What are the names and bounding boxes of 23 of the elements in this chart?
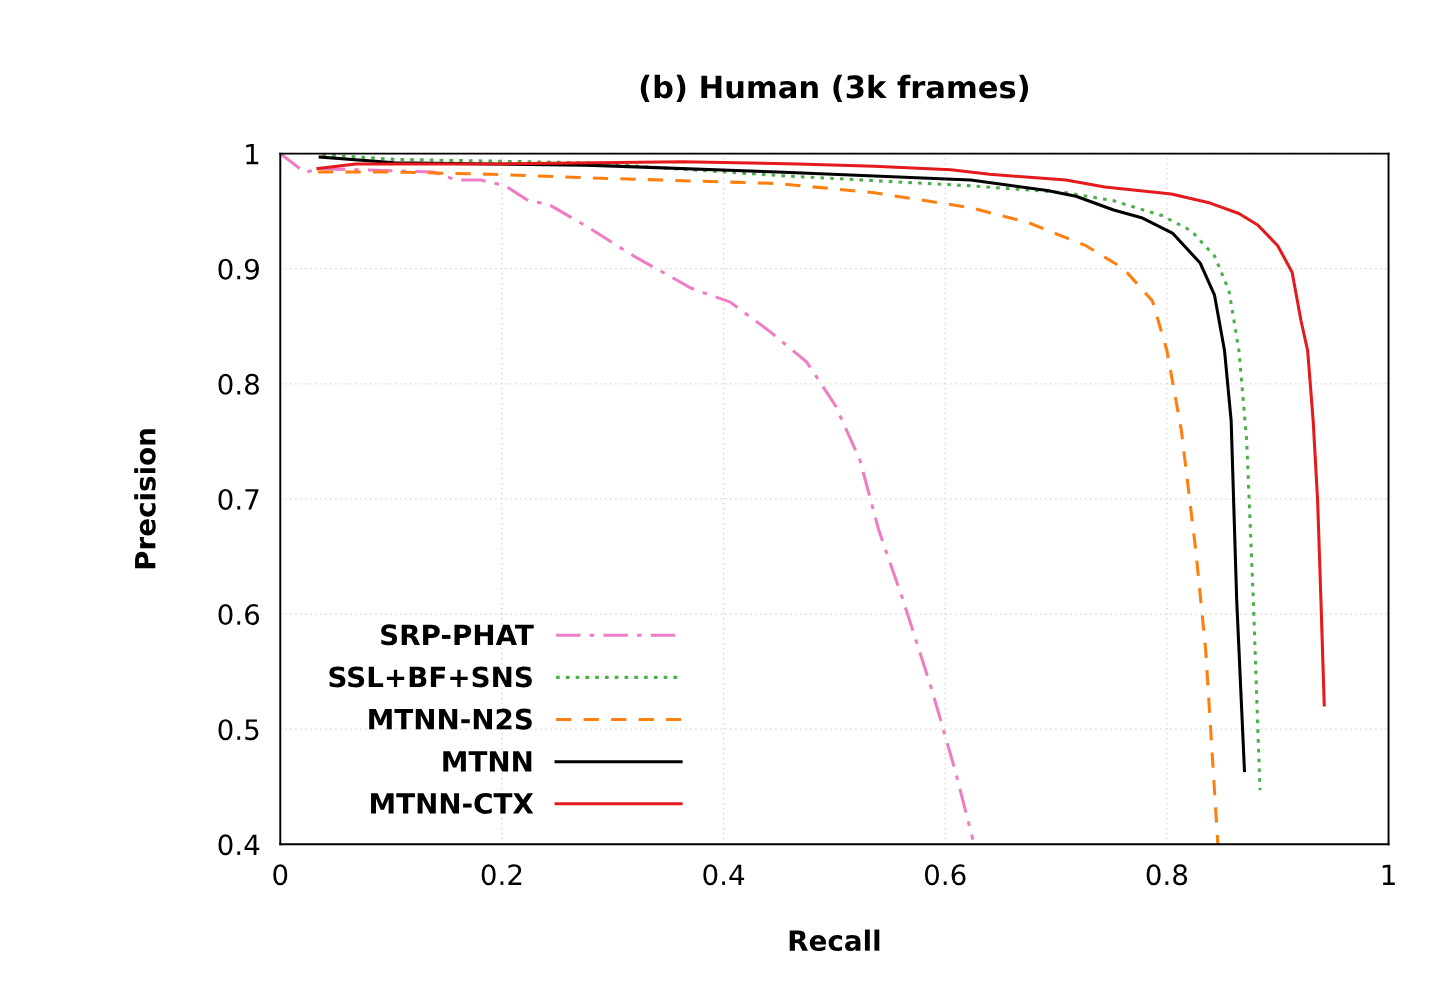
x-tick-label: 0.2 xyxy=(481,864,522,886)
y-tick-label: 0.7 xyxy=(218,488,259,510)
y-tick-label: 0.8 xyxy=(218,373,259,395)
x-axis-title: Recall xyxy=(789,929,880,952)
chart-title: (b) Human (3k frames) xyxy=(640,74,1029,103)
x-tick-label: 0.4 xyxy=(703,864,745,886)
legend-label: MTNN xyxy=(443,751,532,772)
x-tick-label: 0.6 xyxy=(924,864,966,886)
x-tick-label: 0 xyxy=(273,864,288,886)
y-axis-title: Precision xyxy=(134,429,156,569)
y-tick-label: 0.5 xyxy=(218,719,259,741)
legend-label: SSL+BF+SNS xyxy=(329,666,532,688)
y-tick-label: 0.6 xyxy=(218,604,260,626)
x-tick-label: 1 xyxy=(1382,864,1395,885)
x-tick-label: 0.8 xyxy=(1146,864,1188,886)
line-series xyxy=(280,153,975,842)
line-series xyxy=(316,160,1326,707)
legend-label: SRP-PHAT xyxy=(381,624,534,646)
legend-label: MTNN-N2S xyxy=(369,708,532,730)
y-tick-label: 0.9 xyxy=(218,258,259,280)
y-tick-label: 1 xyxy=(246,143,259,165)
legend-label: MTNN-CTX xyxy=(371,792,534,814)
y-tick-label: 0.4 xyxy=(218,834,260,856)
